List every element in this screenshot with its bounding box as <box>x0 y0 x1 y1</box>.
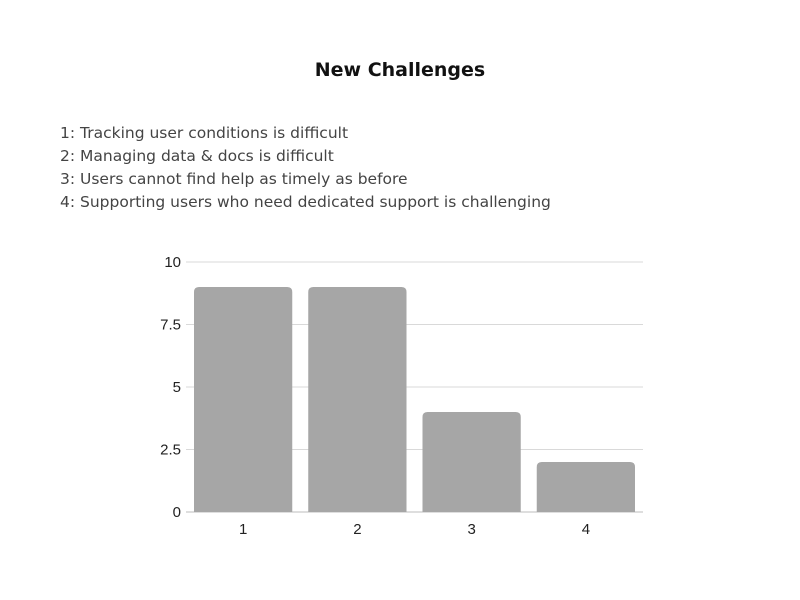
x-tick-label: 2 <box>353 521 361 538</box>
bar-4 <box>536 462 635 512</box>
category-notes: 1: Tracking user conditions is difficult… <box>60 122 551 214</box>
y-tick-label: 7.5 <box>160 317 181 334</box>
x-tick-label: 1 <box>239 521 247 538</box>
category-note: 3: Users cannot find help as timely as b… <box>60 170 408 188</box>
chart-title: New Challenges <box>314 59 486 81</box>
bars <box>194 287 635 512</box>
category-note: 4: Supporting users who need dedicated s… <box>60 193 551 211</box>
y-tick-label: 10 <box>164 254 181 271</box>
bar-2 <box>308 287 407 512</box>
category-note: 2: Managing data & docs is difficult <box>60 147 334 165</box>
y-tick-label: 0 <box>173 504 181 521</box>
category-note: 1: Tracking user conditions is difficult <box>60 124 349 142</box>
x-tick-label: 4 <box>582 521 590 538</box>
y-tick-label: 2.5 <box>160 442 181 459</box>
bar-1 <box>194 287 293 512</box>
x-axis-ticks: 1 2 3 4 <box>239 521 590 538</box>
y-tick-label: 5 <box>173 379 181 396</box>
x-tick-label: 3 <box>467 521 475 538</box>
y-axis-ticks: 0 2.5 5 7.5 10 <box>160 254 181 521</box>
bar-3 <box>422 412 521 512</box>
